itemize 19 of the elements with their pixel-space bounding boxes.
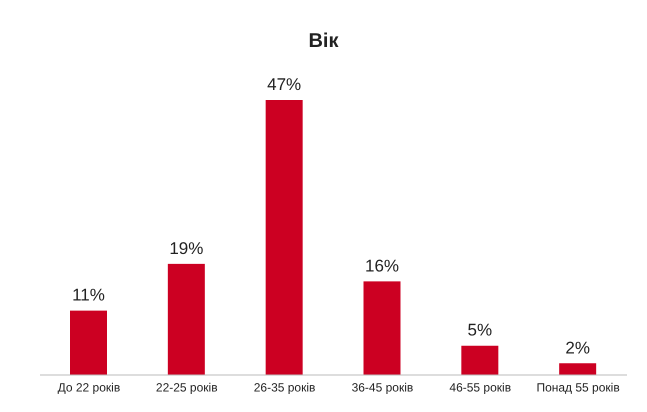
- x-tick-label: 46-55 років: [449, 380, 512, 395]
- x-tick-label: Понад 55 років: [536, 380, 620, 395]
- bar: [559, 363, 596, 375]
- x-tick-label: До 22 років: [58, 380, 120, 395]
- bar: [70, 310, 107, 375]
- data-label: 11%: [72, 286, 105, 305]
- bar: [168, 264, 205, 375]
- data-label: 47%: [267, 75, 302, 94]
- bar: [461, 346, 498, 375]
- x-tick-label: 26-35 років: [254, 380, 316, 395]
- bar: [266, 100, 303, 375]
- data-label: 2%: [565, 338, 590, 358]
- bar: [364, 281, 400, 375]
- data-label: 5%: [468, 320, 492, 340]
- data-label: 19%: [169, 238, 204, 258]
- x-tick-label: 36-45 років: [352, 380, 414, 395]
- chart-title: Вік: [307, 30, 340, 53]
- x-tick-label: 22-25 років: [156, 380, 218, 395]
- data-label: 16%: [364, 256, 400, 276]
